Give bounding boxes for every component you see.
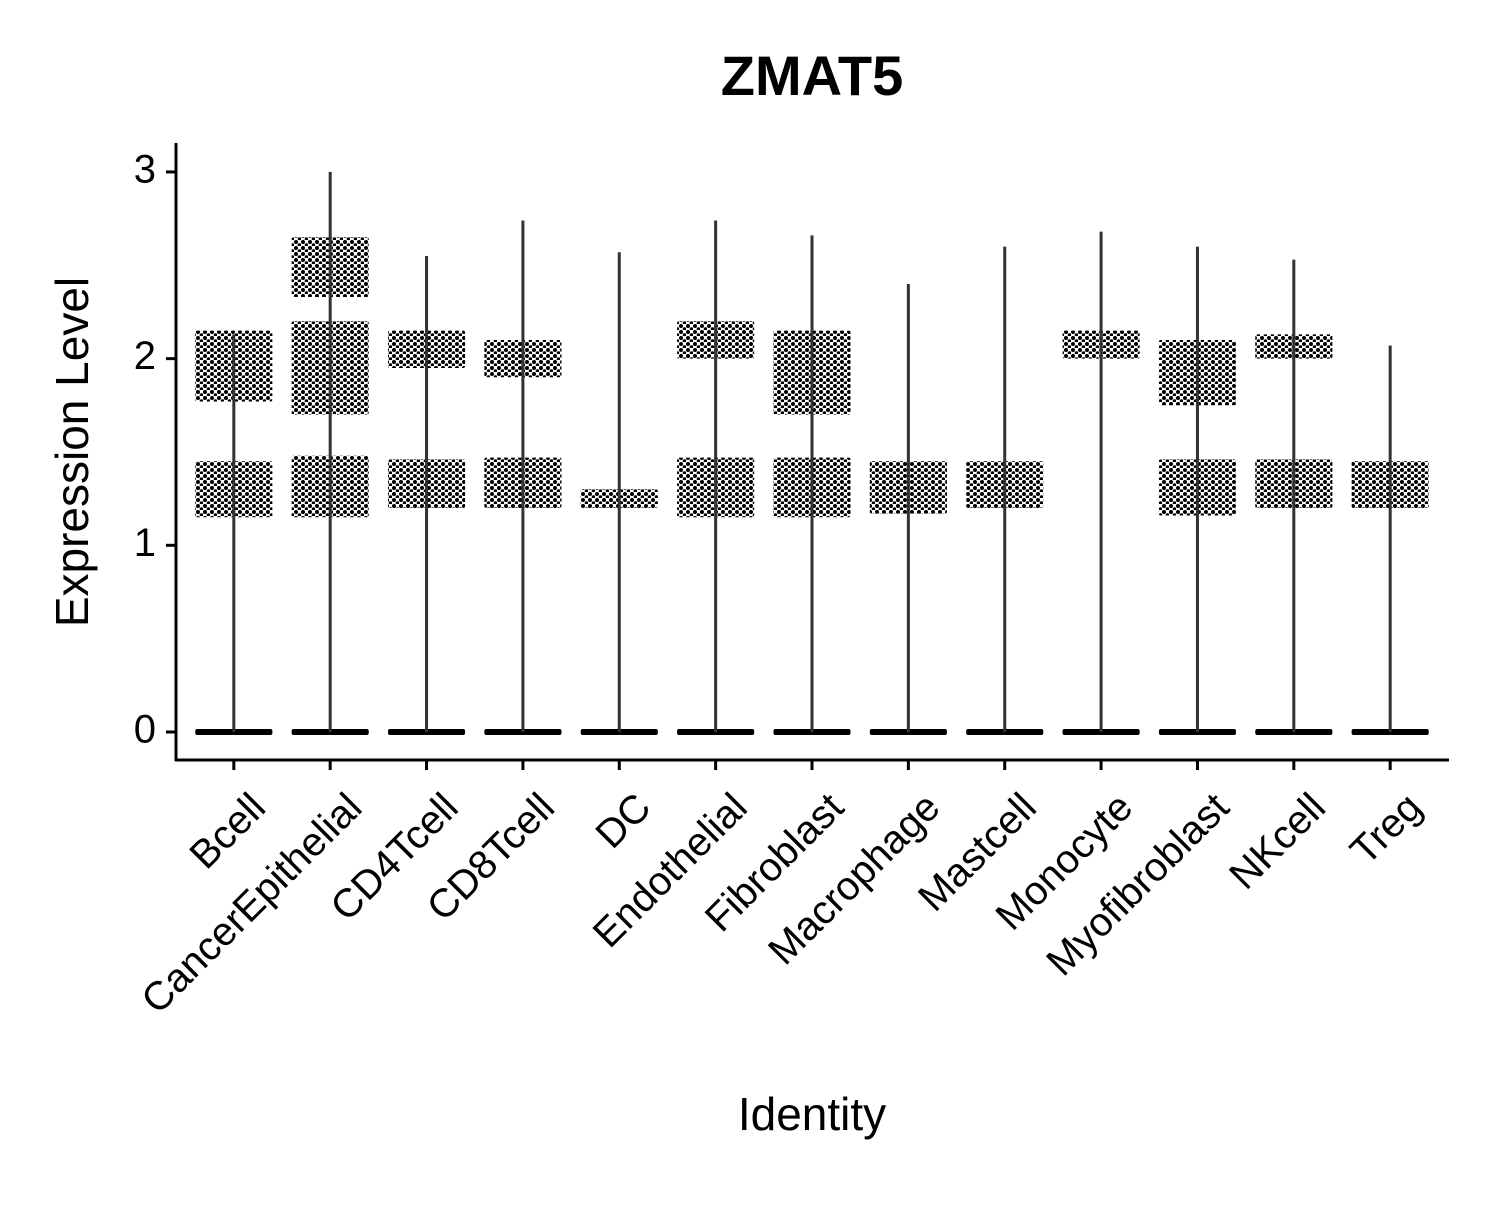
x-axis-label: Identity: [738, 1088, 886, 1140]
y-tick-label: 2: [134, 334, 156, 378]
y-axis-label: Expression Level: [46, 277, 98, 627]
x-tick-label: NKcell: [1221, 785, 1334, 898]
y-tick-label: 3: [134, 147, 156, 191]
chart-title: ZMAT5: [721, 44, 904, 107]
y-tick-label: 1: [134, 521, 156, 565]
x-tick-label: DC: [587, 785, 659, 857]
y-tick-label: 0: [134, 708, 156, 752]
x-tick-label: Treg: [1342, 785, 1430, 873]
